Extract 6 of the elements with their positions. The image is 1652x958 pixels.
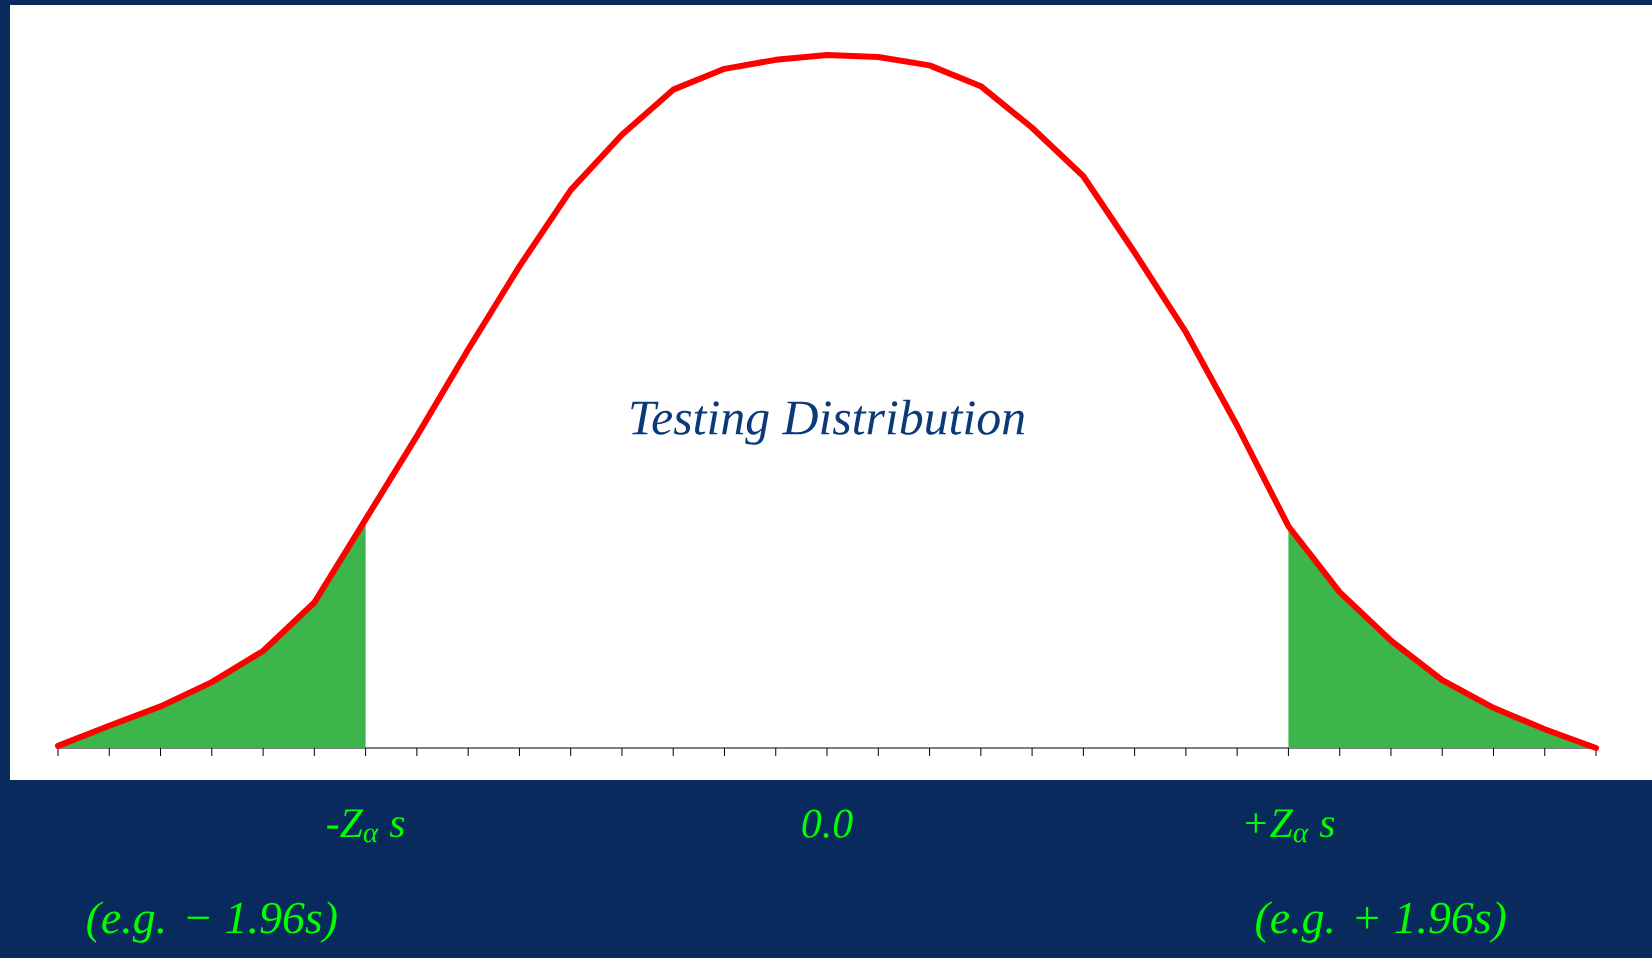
x-tick-label: 0.0: [802, 809, 853, 838]
x-tick-label: +Z$_{α}$ s: [1246, 809, 1335, 843]
text: (e.g. + 1.96s): [1256, 901, 1506, 943]
text: (e.g. − 1.96s): [87, 901, 337, 943]
x-tick-label: -Z$_{α}$ s: [327, 809, 405, 843]
text: Testing Distribution: [631, 399, 1025, 445]
